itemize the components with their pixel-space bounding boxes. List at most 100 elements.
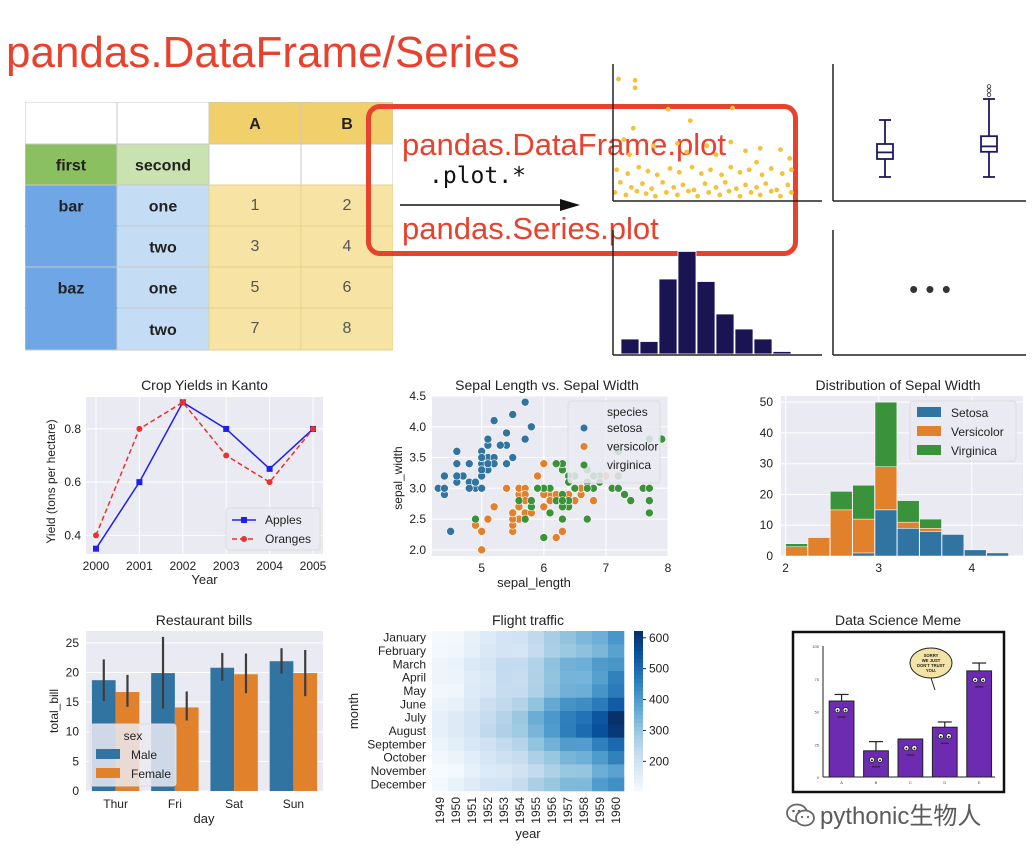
scatter-point-virginica — [520, 514, 530, 524]
legend-swatch — [917, 407, 941, 417]
x-tick-label: 2000 — [83, 559, 110, 573]
heatmap-cell — [592, 697, 609, 712]
legend-swatch — [96, 749, 120, 759]
heatmap-cell — [592, 737, 609, 752]
x-tick-label: 6 — [540, 561, 547, 575]
meme-bar — [828, 700, 855, 778]
thumb-hist-bar — [658, 278, 678, 355]
heatmap-cell — [576, 724, 593, 738]
heatmap-cell — [464, 764, 481, 778]
scatter-point-virginica — [533, 484, 542, 493]
heatmap-cell — [448, 751, 465, 765]
thumb-scatter-point — [713, 185, 719, 190]
hist-bar-virginica — [897, 500, 920, 523]
scatter-point-versicolor — [551, 533, 561, 542]
y-tick-label: 20 — [66, 665, 80, 679]
scatter-point-virginica — [582, 484, 592, 493]
thumb-scatter-point — [754, 185, 759, 190]
y-tick-label: September — [367, 737, 426, 751]
heatmap-cell — [608, 644, 625, 658]
legend-label: versicolor — [607, 440, 658, 454]
heatmap-cell — [496, 737, 513, 752]
thumb-scatter-point — [667, 166, 673, 171]
heatmap-cell — [512, 777, 529, 792]
scatter-point-setosa — [508, 453, 518, 462]
hist-bar-setosa — [941, 534, 965, 557]
scatter-point-virginica — [527, 496, 536, 505]
thumb-scatter-point — [759, 172, 765, 178]
colorbar-segment — [634, 779, 643, 784]
heatmap-cell — [576, 644, 593, 658]
x-tick-label: 1960 — [609, 797, 623, 824]
x-tick-label: 1954 — [513, 797, 527, 824]
thumb-scatter-point — [623, 192, 629, 198]
legend-label: Apples — [265, 513, 302, 527]
heatmap-cell — [480, 711, 497, 725]
meme-pupil — [836, 709, 839, 712]
y-tick-label: February — [378, 644, 426, 658]
heatmap-cell — [576, 631, 593, 645]
heatmap-cell — [464, 631, 481, 645]
chart-title: Data Science Meme — [835, 612, 961, 628]
hist-bar-setosa — [897, 528, 920, 557]
scatter-point-setosa — [464, 459, 474, 468]
hist-bar-versicolor — [919, 528, 942, 532]
thumb-hist-bar — [715, 313, 735, 355]
heatmap-cell — [528, 737, 545, 752]
heatmap-cell — [464, 724, 481, 738]
thumb-scatter-point — [671, 185, 677, 190]
hist-bar-versicolor — [785, 546, 808, 557]
crop-yields-line-chart: 2000 2001 2002 2003 2004 2005 0.4 0.6 0.8 Crop Yi… — [44, 377, 327, 587]
table-index-second: two — [149, 322, 177, 339]
scatter-point-setosa — [477, 453, 486, 462]
heatmap-cell — [576, 764, 593, 778]
meme-pupil — [974, 679, 977, 682]
colorbar-segment — [634, 683, 643, 688]
heatmap-cell — [448, 684, 465, 698]
y-tick-label: 0.4 — [64, 528, 81, 542]
colorbar-tick-label: 200 — [649, 754, 669, 768]
thumb-scatter-point — [675, 192, 680, 198]
meme-bar — [897, 738, 924, 778]
x-tick-label: 1953 — [497, 797, 511, 824]
scatter-point-setosa — [520, 434, 530, 444]
colorbar-segment — [634, 767, 643, 772]
thumb-scatter-point — [632, 77, 638, 83]
scatter-point-versicolor — [477, 527, 486, 536]
thumb-scatter-point — [779, 171, 785, 176]
scatter-point-setosa — [520, 397, 530, 407]
heatmap-cell — [608, 751, 625, 765]
colorbar-segment — [634, 755, 643, 760]
heatmap-cell — [480, 657, 497, 672]
table-index-first: bar — [59, 199, 84, 216]
scatter-point-versicolor — [539, 459, 549, 468]
colorbar-segment — [634, 735, 643, 740]
y-axis-label: month — [346, 693, 361, 729]
heatmap-cell — [448, 737, 465, 752]
heatmap-cell — [608, 711, 625, 725]
bar-female — [293, 673, 318, 791]
thumb-scatter-point — [627, 152, 632, 158]
bar-male — [210, 667, 235, 791]
heatmap-cell — [592, 777, 609, 792]
scatter-point-versicolor — [489, 502, 499, 512]
x-tick-label: 2002 — [169, 559, 196, 573]
x-tick-label: 2001 — [126, 559, 153, 573]
box-outlier — [986, 88, 992, 93]
api-callout-box: pandas.DataFrame.plot .plot.* pandas.Ser… — [366, 104, 798, 256]
thumb-scatter-point — [728, 139, 734, 145]
heatmap-cell — [432, 777, 449, 792]
thumb-scatter-point — [617, 179, 623, 185]
hist-bar-setosa — [919, 531, 942, 557]
y-tick-label: 3.5 — [409, 451, 426, 465]
chart-title: Crop Yields in Kanto — [141, 377, 268, 393]
heatmap-cell — [528, 751, 545, 765]
table-index-first: baz — [58, 281, 85, 298]
thumb-scatter-point — [789, 167, 794, 173]
colorbar-segment — [634, 763, 643, 768]
scatter-point-setosa — [483, 434, 493, 444]
heatmap-cell — [560, 657, 577, 672]
hist-bar-versicolor — [897, 521, 920, 529]
heatmap-cell — [528, 657, 545, 672]
heatmap-cell — [480, 644, 497, 658]
